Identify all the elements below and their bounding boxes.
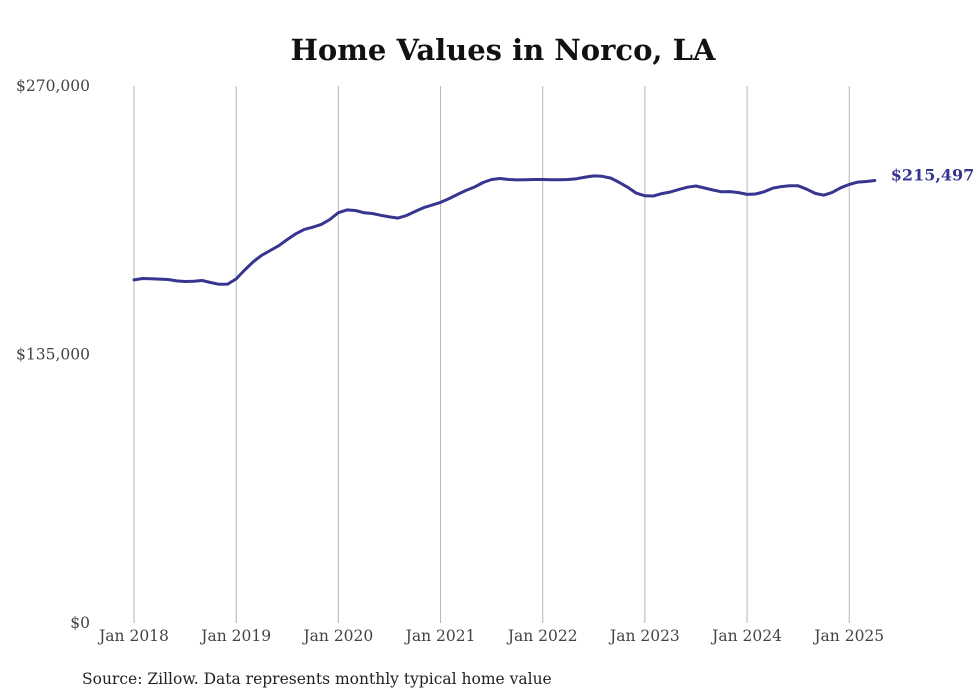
y-tick-label: $0 [70,614,90,632]
x-tick-label: Jan 2019 [199,627,271,645]
x-tick-label: Jan 2021 [404,627,476,645]
x-axis-tick-labels: Jan 2018 Jan 2019 Jan 2020 Jan 2021 Jan 2022… [97,627,884,645]
latest-value-label: $215,497 [891,165,975,184]
chart-title: Home Values in Norco, LA [291,33,716,67]
y-tick-label: $270,000 [16,77,90,95]
home-value-series-line [132,174,877,286]
x-tick-label: Jan 2020 [301,627,373,645]
x-tick-label: Jan 2022 [506,627,578,645]
x-tick-label: Jan 2025 [812,627,884,645]
x-tick-label: Jan 2023 [608,627,680,645]
y-tick-label: $135,000 [16,346,90,364]
y-axis-tick-labels: $0 $135,000 $270,000 [16,77,90,632]
source-note: Source: Zillow. Data represents monthly … [82,670,552,688]
vertical-gridlines [133,86,850,623]
x-tick-label: Jan 2018 [97,627,169,645]
x-tick-label: Jan 2024 [710,627,782,645]
